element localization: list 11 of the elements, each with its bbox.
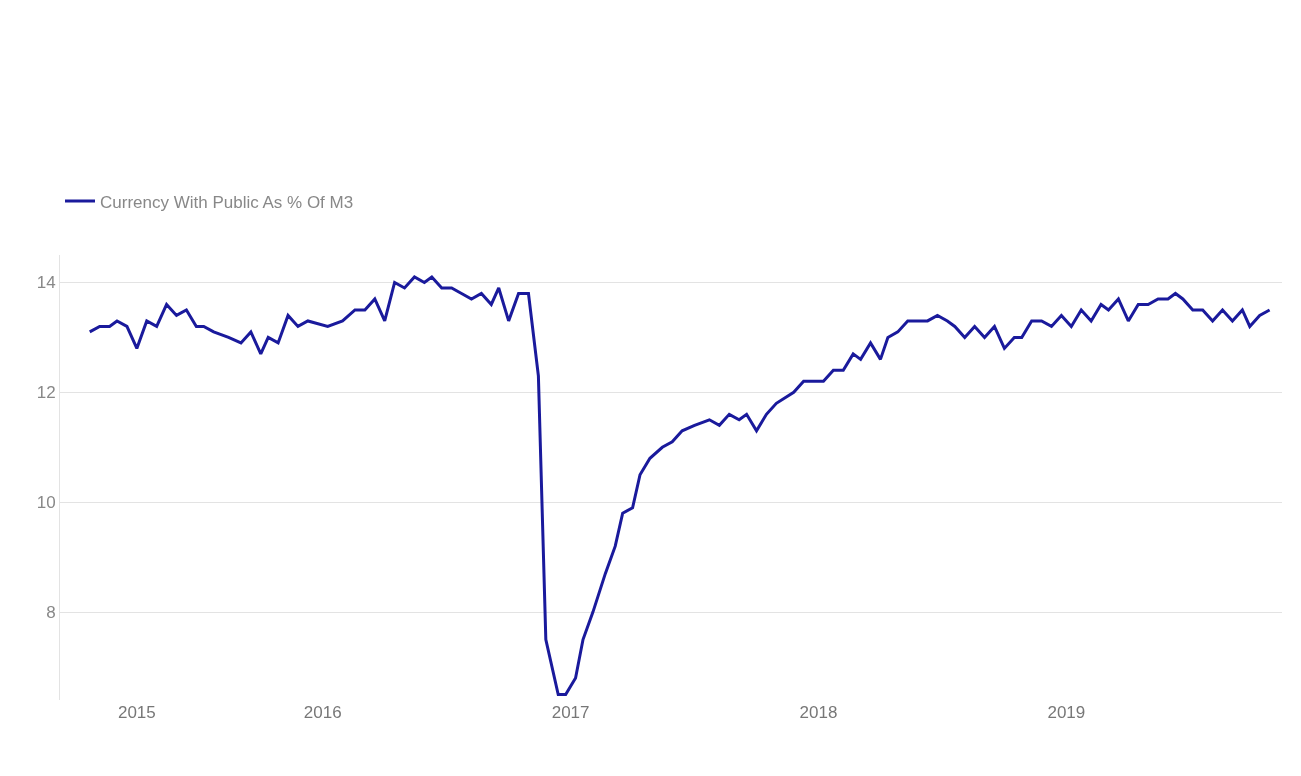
x-tick-label: 2016 bbox=[303, 703, 342, 722]
y-tick-label: 10 bbox=[36, 493, 56, 513]
legend-label: Currency With Public As % Of M3 bbox=[100, 192, 354, 212]
y-tick-label: 8 bbox=[46, 603, 56, 623]
x-tick-label: 2015 bbox=[117, 703, 156, 722]
x-tick-label: 2017 bbox=[551, 703, 590, 722]
x-tick-label: 2019 bbox=[1047, 703, 1086, 722]
y-tick-label: 14 bbox=[36, 273, 56, 293]
x-tick-label: 2018 bbox=[799, 703, 838, 722]
line-series bbox=[88, 275, 1272, 697]
y-tick-label: 12 bbox=[36, 383, 56, 403]
